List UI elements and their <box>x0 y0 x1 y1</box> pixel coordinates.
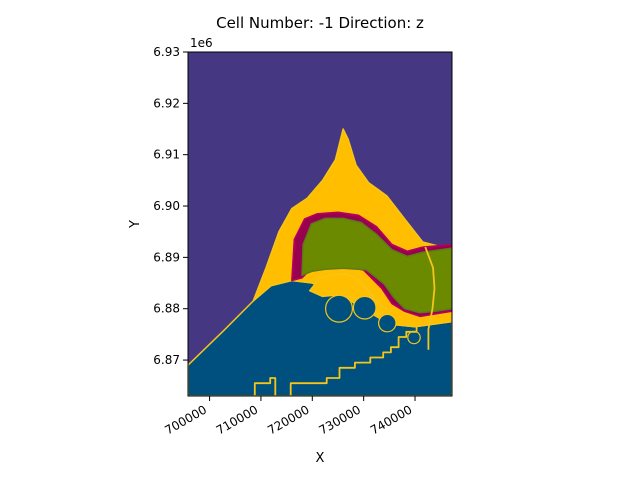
y-tick-label-0: 6.87 <box>153 353 180 367</box>
lobe-1 <box>325 294 354 323</box>
x-tick-label-2: 720000 <box>265 402 312 437</box>
y-tick-label-1: 6.88 <box>153 302 180 316</box>
lobe-2 <box>352 295 377 320</box>
x-tick-label-3: 730000 <box>316 402 363 437</box>
x-tick-label-0: 700000 <box>162 402 209 437</box>
plot-frame <box>187 51 453 397</box>
lobe-3 <box>377 313 397 333</box>
y-axis: 6.87 6.88 6.89 6.90 6.91 6.92 6.93 <box>153 45 188 367</box>
x-axis: 700000 710000 720000 730000 740000 <box>162 396 416 438</box>
y-tick-label-2: 6.89 <box>153 250 180 264</box>
plot-area <box>188 52 452 396</box>
contour-left-stair <box>253 377 277 396</box>
contour-lower-stair <box>289 326 418 396</box>
x-axis-label: X <box>316 451 325 466</box>
contours-layer <box>253 246 436 396</box>
chart-title: Cell Number: -1 Direction: z <box>216 14 424 32</box>
lobes-layer <box>325 294 421 345</box>
lobe-4 <box>407 330 421 345</box>
y-axis-label: Y <box>128 220 143 229</box>
x-tick-label-4: 740000 <box>368 402 415 437</box>
y-tick-label-4: 6.91 <box>153 148 180 162</box>
y-offset-label: 1e6 <box>190 36 213 50</box>
region-core <box>301 217 452 314</box>
y-tick-label-5: 6.92 <box>153 96 180 110</box>
x-tick-label-1: 710000 <box>214 402 261 437</box>
y-tick-label-3: 6.90 <box>153 199 180 213</box>
contour-right-vertical <box>424 246 436 350</box>
y-tick-label-6: 6.93 <box>153 45 180 59</box>
